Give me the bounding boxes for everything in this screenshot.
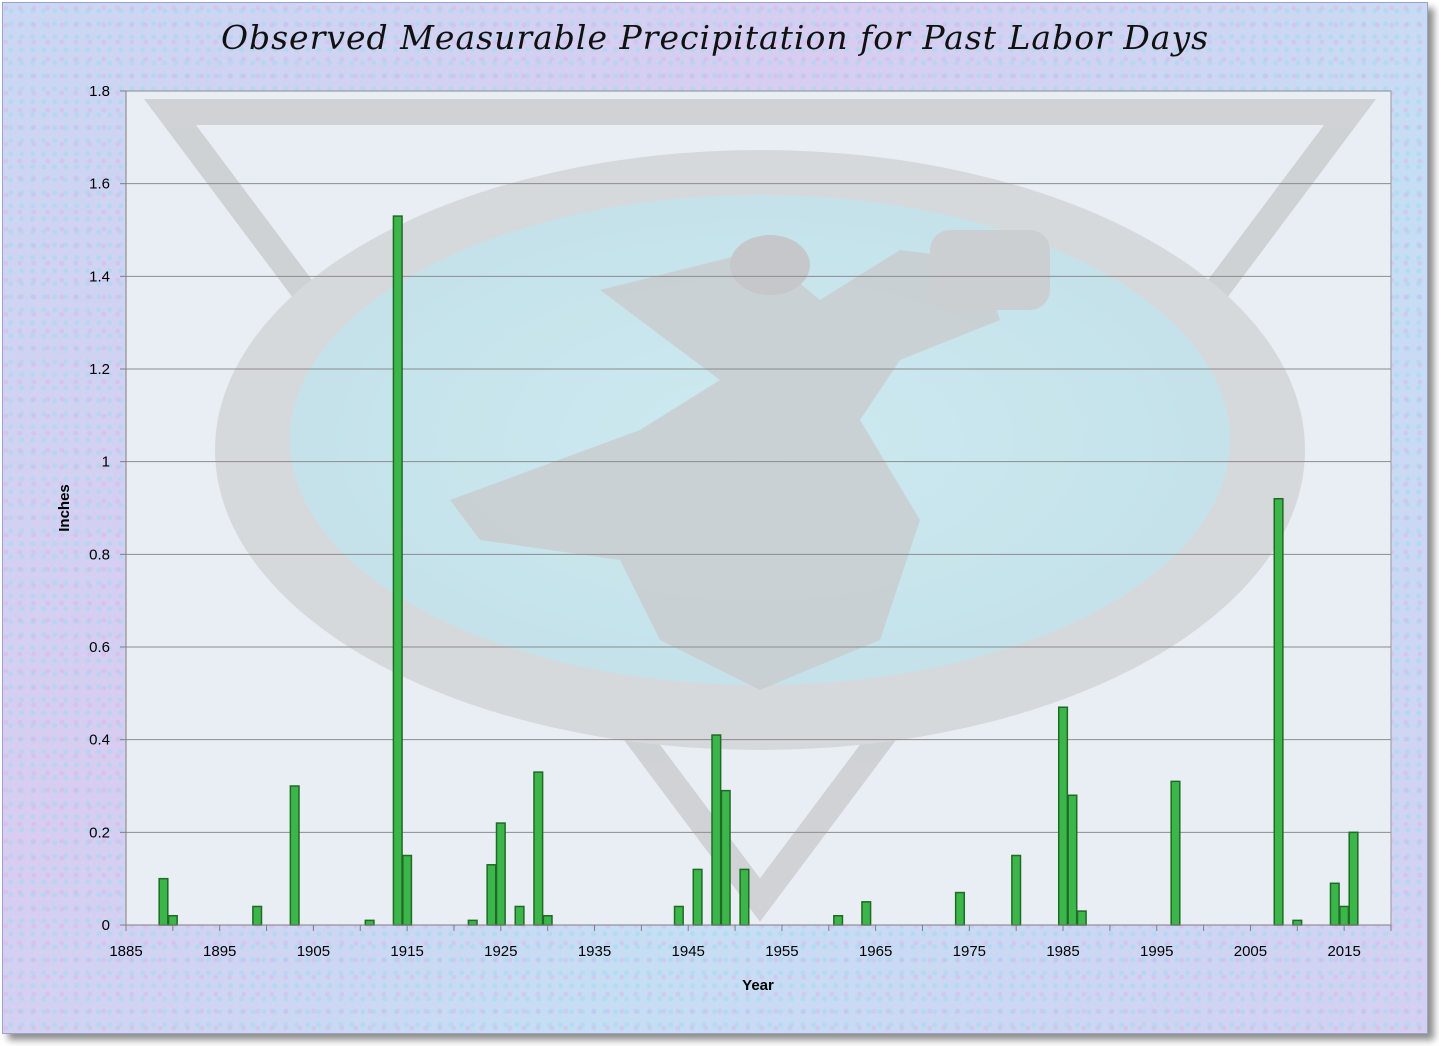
gridlines bbox=[126, 90, 1391, 833]
x-tick-label: 1995 bbox=[1140, 943, 1173, 960]
bar bbox=[167, 914, 178, 926]
x-tick-label: 1965 bbox=[859, 943, 892, 960]
bar bbox=[364, 919, 375, 926]
bar bbox=[739, 868, 750, 926]
y-tick-label: 0.4 bbox=[89, 732, 110, 749]
bar bbox=[392, 215, 403, 926]
bar bbox=[673, 905, 684, 926]
y-tick-labels: 0 0.2 0.4 0.6 0.8 1 1.2 1.4 1.6 1.8 bbox=[89, 83, 110, 934]
bar bbox=[514, 905, 525, 926]
bar bbox=[954, 891, 966, 926]
bars bbox=[158, 215, 1359, 926]
bar bbox=[542, 914, 553, 926]
bar bbox=[1076, 910, 1087, 926]
x-tick-label: 1925 bbox=[484, 943, 517, 960]
x-tick-label: 1975 bbox=[953, 943, 986, 960]
chart-title: Observed Measurable Precipitation for Pa… bbox=[220, 18, 1210, 57]
bar bbox=[289, 785, 300, 926]
y-tick-label: 1 bbox=[102, 454, 110, 471]
bar bbox=[1348, 831, 1359, 926]
x-tick-label: 1915 bbox=[390, 943, 423, 960]
y-tick-label: 0 bbox=[102, 917, 110, 934]
x-axis-title: Year bbox=[742, 977, 774, 994]
x-tick-label: 1985 bbox=[1046, 943, 1079, 960]
watermark-emblem bbox=[144, 99, 1376, 922]
bar bbox=[1292, 919, 1303, 926]
bar bbox=[1067, 794, 1078, 926]
x-tick-label: 1935 bbox=[578, 943, 611, 960]
bar bbox=[692, 868, 703, 926]
bar bbox=[720, 789, 731, 926]
bar bbox=[467, 919, 478, 926]
bar bbox=[711, 734, 722, 926]
x-tick-label: 1885 bbox=[109, 943, 142, 960]
x-tick-label: 1955 bbox=[765, 943, 798, 960]
y-tick-label: 0.2 bbox=[89, 824, 110, 841]
bar bbox=[495, 822, 506, 926]
x-tick-label: 1905 bbox=[297, 943, 330, 960]
x-tick-labels: 1885 1895 1905 1915 1925 1935 1945 1955 1965 1975… bbox=[109, 943, 1361, 960]
bar bbox=[533, 771, 544, 926]
x-tick-label: 2005 bbox=[1234, 943, 1267, 960]
bar bbox=[1329, 882, 1340, 926]
x-tick-label: 1895 bbox=[203, 943, 236, 960]
bar bbox=[861, 901, 872, 926]
bar bbox=[252, 905, 263, 926]
axes bbox=[120, 90, 1392, 931]
bar bbox=[1057, 706, 1069, 926]
y-tick-label: 1.2 bbox=[89, 361, 110, 378]
bar bbox=[1273, 497, 1284, 926]
bar bbox=[486, 864, 497, 926]
bar bbox=[158, 877, 169, 926]
y-tick-label: 0.8 bbox=[89, 546, 110, 563]
y-tick-label: 0.6 bbox=[89, 639, 110, 656]
y-tick-label: 1.8 bbox=[89, 83, 110, 100]
x-tick-label: 1945 bbox=[672, 943, 705, 960]
bar bbox=[402, 854, 413, 926]
bar bbox=[1339, 905, 1350, 926]
y-tick-label: 1.4 bbox=[89, 268, 110, 285]
bar bbox=[1170, 780, 1181, 926]
y-axis-title: Inches bbox=[56, 484, 73, 532]
y-tick-label: 1.6 bbox=[89, 176, 110, 193]
bar bbox=[1011, 854, 1022, 926]
x-tick-label: 2015 bbox=[1327, 943, 1360, 960]
bar bbox=[833, 914, 844, 926]
